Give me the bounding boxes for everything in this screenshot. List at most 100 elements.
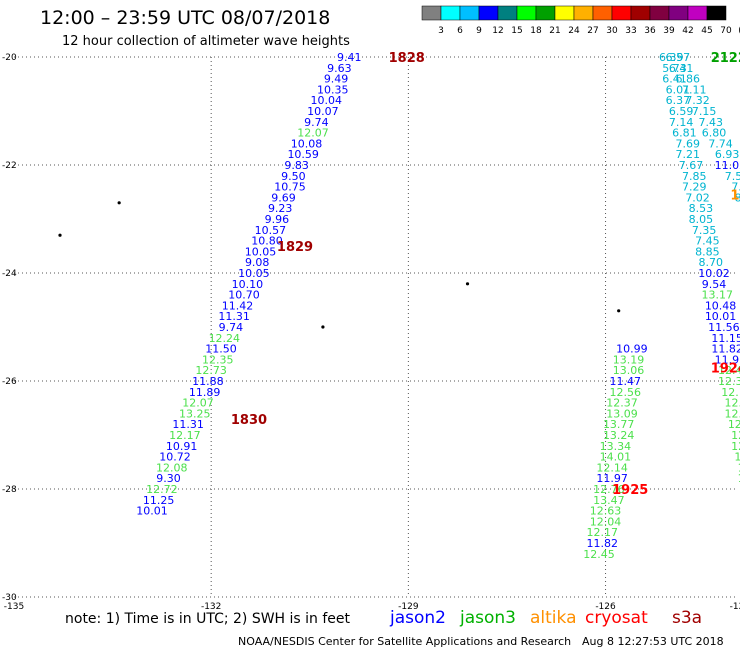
wave-height-label: 10.01	[705, 310, 737, 323]
color-scale-label: 33	[625, 26, 636, 36]
wave-height-label: 9.50	[281, 170, 306, 183]
wave-height-label: 12.26	[725, 407, 740, 420]
wave-height-label: 12.04	[590, 515, 622, 528]
wave-height-label: 12.56	[610, 386, 642, 399]
wave-height-label: 12.32	[718, 375, 740, 388]
wave-height-label: 6.39	[659, 51, 684, 64]
pass-time-label: 1430	[730, 189, 740, 204]
footnote: note: 1) Time is in UTC; 2) SWH is in fe…	[65, 611, 351, 627]
pass-time-label: 1828	[389, 51, 425, 66]
wave-height-label: 12.76	[593, 483, 625, 496]
chart-subtitle: 12 hour collection of altimeter wave hei…	[62, 34, 350, 49]
wave-height-label: 9.08	[245, 256, 270, 269]
y-tick-label: -28	[2, 485, 17, 495]
wave-height-label: 6.41	[669, 62, 694, 75]
wave-height-label: 10.05	[238, 267, 270, 280]
island-dot	[58, 233, 62, 237]
wave-height-label: 6.80	[702, 127, 727, 140]
wave-height-label: 12.91	[738, 461, 740, 474]
wave-height-label: 12.14	[596, 461, 628, 474]
wave-height-label: 7.21	[675, 148, 700, 161]
wave-height-label: 6.86	[675, 73, 700, 86]
wave-height-label: 12.25	[734, 451, 740, 464]
wave-height-label: 6.41	[662, 73, 687, 86]
wave-height-label: 12.10	[725, 397, 740, 410]
wave-height-label: 12.96	[728, 418, 740, 431]
wave-height-label: 7.02	[685, 191, 710, 204]
wave-height-label: 13.34	[600, 440, 632, 453]
legend-s3a: s3a	[672, 608, 703, 628]
wave-height-label: 10.02	[698, 267, 730, 280]
wave-height-label: 11.02	[715, 159, 740, 172]
wave-height-label: 12.24	[209, 332, 241, 345]
wave-height-label: 10.48	[705, 299, 737, 312]
wave-height-label: 7.32	[685, 94, 710, 107]
y-tick-label: -26	[2, 377, 17, 387]
color-swatch	[706, 5, 727, 21]
wave-height-label: 13.25	[179, 407, 211, 420]
legend-jason2: jason2	[390, 608, 446, 628]
y-tick-label: -30	[2, 593, 17, 603]
wave-height-label: 13.17	[702, 289, 734, 302]
wave-height-label: 11.47	[610, 375, 642, 388]
island-dot	[321, 325, 325, 329]
y-tick-label: -24	[2, 269, 17, 279]
wave-height-label: 10.72	[159, 451, 191, 464]
wave-height-label: 6.01	[666, 83, 691, 96]
wave-height-label: 10.01	[136, 505, 168, 518]
wave-height-label: 10.10	[232, 278, 264, 291]
wave-height-label: 7.11	[682, 83, 707, 96]
x-tick-label: -132	[201, 602, 221, 612]
legend-altika: altika	[530, 608, 577, 628]
x-tick-label: -126	[595, 602, 616, 612]
color-scale-label: 42	[682, 26, 693, 36]
wave-height-label: 13.19	[613, 353, 645, 366]
island-dot	[465, 282, 470, 286]
wave-height-label: 13.09	[606, 407, 638, 420]
color-scale-label: 15	[511, 26, 522, 36]
grid	[14, 56, 737, 598]
wave-height-label: 7.14	[669, 116, 694, 129]
wave-height-label: 12.07	[297, 127, 329, 140]
wave-height-label: 13.06	[613, 364, 645, 377]
y-tick-label: -22	[2, 161, 17, 171]
chart-title: 12:00 – 23:59 UTC 08/07/2018	[40, 7, 331, 29]
wave-height-label: 8.89	[735, 191, 740, 204]
wave-height-label: 11.31	[172, 418, 204, 431]
wave-height-label: 10.99	[616, 343, 648, 356]
color-scale-label: 3	[438, 26, 444, 36]
wave-height-label: 12.11	[721, 386, 740, 399]
wave-height-label: 12.35	[202, 353, 234, 366]
wave-height-label: 10.75	[274, 181, 306, 194]
wave-height-label: 7.69	[675, 137, 700, 150]
color-scale-label: 9	[476, 26, 482, 36]
generated-timestamp: Aug 8 12:27:53 UTC 2018	[582, 635, 724, 648]
wave-height-label: 7.51	[731, 181, 740, 194]
color-scale-label: 6	[457, 26, 463, 36]
legend-jason3: jason3	[460, 608, 516, 628]
wave-height-label: 13.47	[593, 494, 625, 507]
pass-time-label: 1925	[612, 483, 648, 498]
wave-height-label: 11.56	[708, 321, 740, 334]
wave-height-label: 11.97	[596, 472, 628, 485]
x-tick-label: -12	[730, 602, 740, 612]
wave-height-label: 9.74	[304, 116, 329, 129]
wave-height-label: 5.73	[662, 62, 687, 75]
wave-height-label: 6.93	[715, 148, 740, 161]
wave-height-label: 10.04	[310, 94, 342, 107]
pass-time-label: 2122	[711, 51, 740, 66]
wave-height-label: 10.57	[255, 224, 287, 237]
wave-height-label: 9.30	[156, 472, 181, 485]
color-scale-label: 12	[492, 26, 503, 36]
wave-height-label: 9.69	[271, 191, 296, 204]
wave-height-label: 9.96	[265, 213, 290, 226]
wave-height-label: 7.45	[695, 235, 720, 248]
wave-height-label: 11.25	[143, 494, 175, 507]
wave-height-label: 7.29	[682, 181, 707, 194]
wave-height-label: 7.15	[692, 105, 717, 118]
wave-height-label: 11.88	[192, 375, 224, 388]
wave-height-label: 11.50	[205, 343, 237, 356]
